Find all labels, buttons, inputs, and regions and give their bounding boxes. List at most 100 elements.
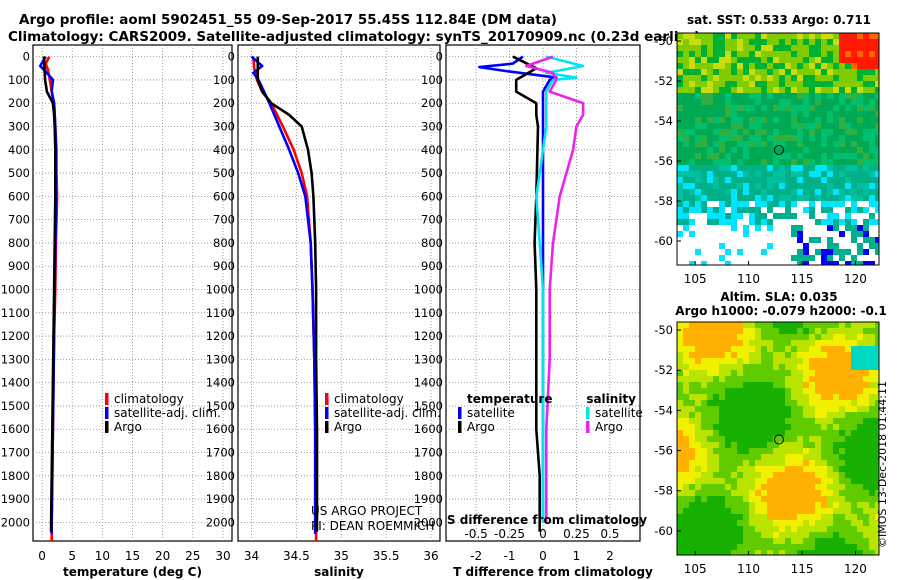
map-cell [863, 442, 869, 448]
map-cell [731, 93, 737, 99]
map-cell [809, 496, 815, 502]
sla-map-title-line1: Altim. SLA: 0.035 [720, 290, 838, 304]
map-cell [869, 352, 875, 358]
map-cell [869, 123, 875, 129]
map-cell [707, 93, 713, 99]
map-cell [701, 123, 707, 129]
float-position-marker [773, 145, 784, 155]
map-cell [857, 532, 863, 538]
map-cell [761, 532, 767, 538]
map-cell [851, 352, 857, 358]
map-cell [803, 526, 809, 532]
map-cell [797, 514, 803, 520]
map-cell [791, 237, 797, 243]
lon-tick-label: 115 [791, 562, 814, 576]
map-cell [863, 111, 869, 117]
map-cell [857, 400, 863, 406]
map-cell [875, 334, 879, 340]
map-cell [827, 177, 833, 183]
map-cell [713, 514, 719, 520]
map-cell [737, 472, 743, 478]
map-cell [701, 165, 707, 171]
map-cell [779, 165, 785, 171]
map-cell [869, 75, 875, 81]
map-cell [731, 255, 737, 261]
map-cell [851, 105, 857, 111]
map-cell [779, 352, 785, 358]
map-cell [797, 243, 803, 249]
map-cell [713, 454, 719, 460]
map-cell [815, 532, 821, 538]
map-cell [731, 352, 737, 358]
map-cell [857, 81, 863, 87]
map-cell [809, 538, 815, 544]
map-cell [779, 237, 785, 243]
map-cell [863, 171, 869, 177]
map-cell [797, 99, 803, 105]
map-cell [827, 424, 833, 430]
map-cell [803, 189, 809, 195]
map-cell [839, 99, 845, 105]
map-cell [725, 129, 731, 135]
map-cell [779, 508, 785, 514]
map-cell [803, 382, 809, 388]
map-cell [719, 496, 725, 502]
map-cell [773, 478, 779, 484]
map-cell [791, 394, 797, 400]
map-cell [677, 81, 683, 87]
map-cell [851, 472, 857, 478]
map-cell [701, 346, 707, 352]
map-cell [845, 370, 851, 376]
map-cell [743, 93, 749, 99]
map-cell [821, 430, 827, 436]
map-cell [701, 153, 707, 159]
map-cell [809, 225, 815, 231]
map-cell [683, 165, 689, 171]
depth-tick-label: 800 [421, 236, 443, 250]
map-cell [683, 412, 689, 418]
map-cell [743, 249, 749, 255]
x-tick-label: -2 [470, 549, 482, 563]
map-cell [833, 508, 839, 514]
map-cell [791, 225, 797, 231]
map-cell [785, 153, 791, 159]
map-cell [809, 442, 815, 448]
map-cell [791, 129, 797, 135]
map-cell [707, 466, 713, 472]
depth-tick-label: 500 [8, 166, 30, 180]
map-cell [761, 141, 767, 147]
map-cell [827, 81, 833, 87]
map-cell [689, 412, 695, 418]
map-cell [797, 454, 803, 460]
map-cell [791, 514, 797, 520]
map-cell [839, 550, 845, 555]
map-cell [677, 460, 683, 466]
map-cell [695, 550, 701, 555]
map-cell [839, 39, 845, 45]
map-cell [815, 255, 821, 261]
depth-tick-label: 1400 [206, 376, 235, 390]
map-cell [797, 550, 803, 555]
map-cell [749, 322, 755, 328]
map-cell [713, 538, 719, 544]
map-cell [755, 123, 761, 129]
map-cell [809, 508, 815, 514]
map-cell [773, 472, 779, 478]
map-cell [815, 249, 821, 255]
map-cell [701, 63, 707, 69]
map-cell [833, 538, 839, 544]
map-cell [785, 520, 791, 526]
map-cell [827, 406, 833, 412]
map-cell [827, 370, 833, 376]
map-cell [857, 520, 863, 526]
map-cell [683, 117, 689, 123]
map-cell [743, 57, 749, 63]
map-cell [719, 400, 725, 406]
map-cell [851, 57, 857, 63]
map-cell [731, 388, 737, 394]
map-cell [773, 33, 779, 39]
map-cell [761, 340, 767, 346]
map-cell [743, 51, 749, 57]
map-cell [677, 171, 683, 177]
map-cell [827, 141, 833, 147]
